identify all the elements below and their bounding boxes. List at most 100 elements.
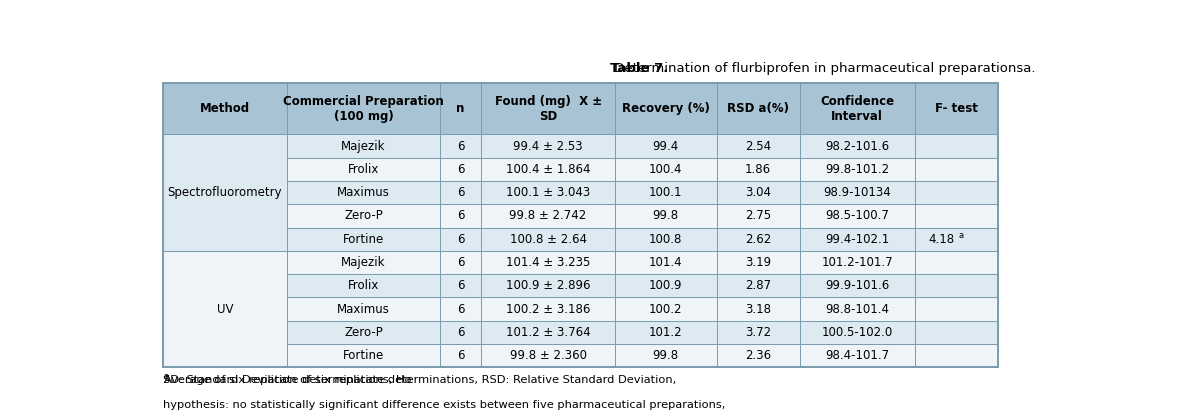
Bar <box>287 181 439 205</box>
Text: 3.72: 3.72 <box>746 326 771 339</box>
Text: Confidence
Interval: Confidence Interval <box>821 94 894 123</box>
Bar <box>287 228 439 251</box>
Bar <box>481 274 615 297</box>
Text: Frolix: Frolix <box>348 163 379 176</box>
Text: 2.62: 2.62 <box>744 233 772 246</box>
Bar <box>439 344 481 368</box>
Bar <box>439 134 481 158</box>
Bar <box>481 251 615 274</box>
Text: 2.75: 2.75 <box>746 210 771 223</box>
Text: Recovery (%): Recovery (%) <box>622 102 710 115</box>
Bar <box>915 344 998 368</box>
Text: Found (mg)  X ±
SD: Found (mg) X ± SD <box>494 94 601 123</box>
Text: Majezik: Majezik <box>342 256 386 269</box>
Text: 99.8: 99.8 <box>653 349 679 362</box>
Bar <box>163 297 287 321</box>
Text: 99.8 ± 2.360: 99.8 ± 2.360 <box>510 349 587 362</box>
Bar <box>287 297 439 321</box>
Bar <box>439 251 481 274</box>
Bar <box>717 274 799 297</box>
Text: 101.2: 101.2 <box>649 326 682 339</box>
Text: 101.4: 101.4 <box>649 256 682 269</box>
Bar <box>287 134 439 158</box>
Bar <box>481 134 615 158</box>
Text: 100.4 ± 1.864: 100.4 ± 1.864 <box>506 163 591 176</box>
Bar <box>615 228 717 251</box>
Text: 6: 6 <box>456 256 464 269</box>
Bar <box>287 321 439 344</box>
Text: 3.04: 3.04 <box>746 186 771 199</box>
Text: 99.8-101.2: 99.8-101.2 <box>825 163 890 176</box>
Text: 98.9-10134: 98.9-10134 <box>823 186 891 199</box>
Text: 99.9-101.6: 99.9-101.6 <box>825 279 890 292</box>
Text: 98.5-100.7: 98.5-100.7 <box>825 210 890 223</box>
Text: 100.8: 100.8 <box>649 233 682 246</box>
Text: 6: 6 <box>456 303 464 315</box>
Bar <box>439 158 481 181</box>
Bar <box>163 251 287 274</box>
Bar <box>717 83 799 134</box>
Bar <box>799 344 915 368</box>
Bar <box>439 274 481 297</box>
Text: Table 7.: Table 7. <box>610 62 668 75</box>
Text: Maximus: Maximus <box>337 186 389 199</box>
Bar <box>799 134 915 158</box>
Text: 6: 6 <box>456 210 464 223</box>
Bar <box>717 297 799 321</box>
Text: Determination of flurbiprofen in pharmaceutical preparationsa.: Determination of flurbiprofen in pharmac… <box>611 62 1036 75</box>
Bar <box>717 205 799 228</box>
Text: 6: 6 <box>456 186 464 199</box>
Text: UV: UV <box>217 303 233 315</box>
Bar <box>717 228 799 251</box>
Text: Majezik: Majezik <box>342 139 386 152</box>
Bar <box>439 228 481 251</box>
Bar <box>163 251 287 368</box>
Bar <box>439 181 481 205</box>
Text: 99.4 ± 2.53: 99.4 ± 2.53 <box>513 139 582 152</box>
Bar <box>799 158 915 181</box>
Bar <box>615 344 717 368</box>
Bar <box>717 158 799 181</box>
Bar <box>799 251 915 274</box>
Bar <box>615 205 717 228</box>
Text: 98.4-101.7: 98.4-101.7 <box>825 349 890 362</box>
Text: 6: 6 <box>456 279 464 292</box>
Bar <box>799 297 915 321</box>
Text: 2.54: 2.54 <box>746 139 771 152</box>
Bar <box>717 134 799 158</box>
Bar <box>163 83 287 134</box>
Bar <box>615 158 717 181</box>
Bar <box>799 181 915 205</box>
Text: 98.8-101.4: 98.8-101.4 <box>825 303 890 315</box>
Bar <box>799 205 915 228</box>
Bar <box>439 205 481 228</box>
Text: 98.2-101.6: 98.2-101.6 <box>825 139 890 152</box>
Text: Maximus: Maximus <box>337 303 389 315</box>
Bar <box>439 321 481 344</box>
Bar <box>915 297 998 321</box>
Text: Zero-P: Zero-P <box>344 210 382 223</box>
Bar <box>915 321 998 344</box>
Bar <box>481 228 615 251</box>
Text: 6: 6 <box>456 349 464 362</box>
Bar <box>163 205 287 228</box>
Text: 2.87: 2.87 <box>746 279 771 292</box>
Bar <box>163 158 287 181</box>
Bar <box>799 83 915 134</box>
Text: 101.4 ± 3.235: 101.4 ± 3.235 <box>506 256 591 269</box>
Text: 4.18: 4.18 <box>929 233 955 246</box>
Text: 101.2 ± 3.764: 101.2 ± 3.764 <box>506 326 591 339</box>
Text: Fortine: Fortine <box>343 233 385 246</box>
Text: F- test: F- test <box>935 102 978 115</box>
Text: 3.19: 3.19 <box>746 256 771 269</box>
Text: 6: 6 <box>456 326 464 339</box>
Text: 99.4-102.1: 99.4-102.1 <box>825 233 890 246</box>
Text: RSD a(%): RSD a(%) <box>727 102 790 115</box>
Bar <box>915 158 998 181</box>
Text: Average of six replicate determinations, Ho: Average of six replicate determinations,… <box>164 375 412 386</box>
Bar <box>439 83 481 134</box>
Text: 101.2-101.7: 101.2-101.7 <box>822 256 893 269</box>
Text: 100.2: 100.2 <box>649 303 682 315</box>
Text: n: n <box>456 102 464 115</box>
Text: 1.86: 1.86 <box>746 163 771 176</box>
